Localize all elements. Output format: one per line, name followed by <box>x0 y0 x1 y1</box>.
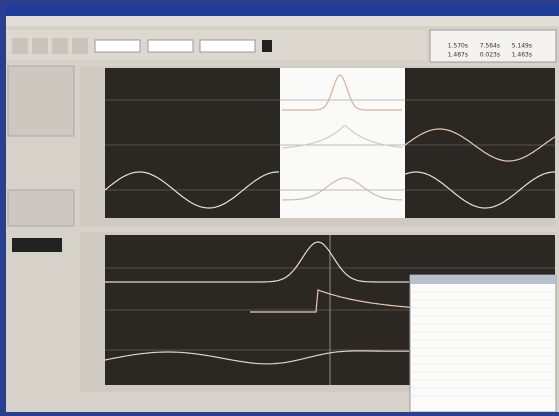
color-button[interactable] <box>262 40 272 52</box>
tool-palette <box>7 65 75 252</box>
trace <box>281 125 403 149</box>
cursor-box <box>429 29 557 63</box>
tool-button[interactable] <box>12 38 28 54</box>
dropdown[interactable] <box>147 39 194 53</box>
dropdown[interactable] <box>94 39 141 53</box>
trace <box>104 171 279 209</box>
cursor-rows: 1.570s 7.564s 5.149s 1.487s 0.023s 1.463s <box>448 43 532 59</box>
measure-panel <box>409 274 557 413</box>
cursor-value: 1.463s <box>512 52 532 59</box>
display <box>12 238 62 252</box>
trace <box>404 171 555 209</box>
cursor-value: 0.023s <box>480 52 500 59</box>
trace <box>281 177 403 201</box>
menu-bar <box>6 16 559 26</box>
cursor-value: 7.564s <box>480 43 500 50</box>
zoom-window <box>280 68 405 218</box>
tool-button[interactable] <box>72 38 88 54</box>
panel-lines <box>410 291 556 397</box>
tool-button[interactable] <box>32 38 48 54</box>
palette <box>7 189 75 227</box>
cursor-value: 1.487s <box>448 52 468 59</box>
toolbar-fields <box>12 38 272 54</box>
tool-button[interactable] <box>52 38 68 54</box>
dropdown[interactable] <box>199 39 256 53</box>
trace <box>404 128 556 162</box>
palette <box>7 65 75 137</box>
trace <box>250 289 411 313</box>
cursor-value: 1.570s <box>448 43 468 50</box>
title-bar <box>6 6 559 16</box>
measure-panel-header <box>410 275 556 284</box>
trace <box>282 74 402 111</box>
trace <box>104 350 410 365</box>
trace <box>105 241 409 283</box>
cursor-value: 5.149s <box>512 43 532 50</box>
